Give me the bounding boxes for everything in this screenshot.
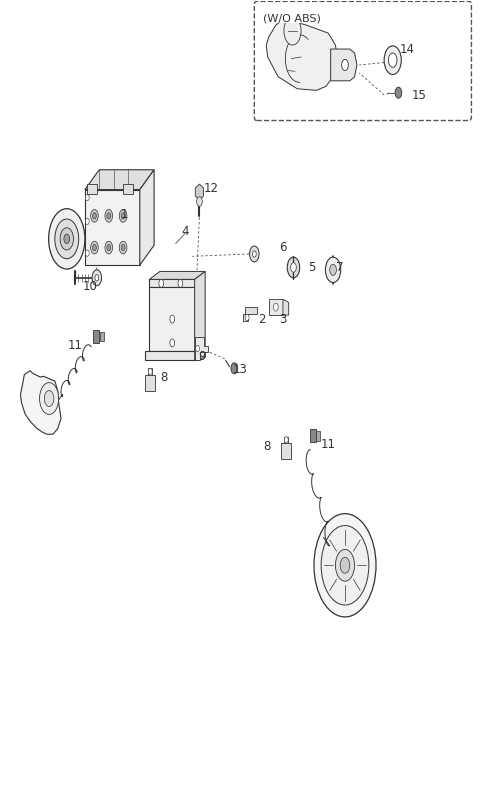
Bar [100,332,104,341]
Circle shape [284,437,288,443]
Polygon shape [195,184,204,200]
Circle shape [284,17,301,45]
Circle shape [95,275,99,281]
Circle shape [336,549,355,581]
Polygon shape [266,22,338,90]
Text: 9: 9 [198,350,205,363]
Bar [85,190,140,265]
Circle shape [245,314,249,320]
Circle shape [107,245,111,251]
Polygon shape [140,170,154,265]
Circle shape [314,513,376,617]
Circle shape [85,218,89,225]
Circle shape [91,210,98,222]
Circle shape [388,53,397,67]
Text: 12: 12 [204,182,219,194]
Text: 8: 8 [264,440,271,453]
Text: 11: 11 [68,339,83,351]
Circle shape [290,263,296,273]
Bar [149,280,195,287]
Circle shape [330,265,336,276]
Bar [269,299,283,315]
Bar [144,375,155,391]
Circle shape [178,280,183,287]
Bar [87,184,97,194]
Circle shape [325,257,341,283]
Circle shape [121,213,125,219]
Text: 1: 1 [120,208,128,221]
Text: 11: 11 [321,438,336,451]
Circle shape [231,363,238,374]
Bar [94,330,99,343]
Text: 14: 14 [399,42,415,56]
Text: 6: 6 [279,241,287,254]
Circle shape [85,250,89,257]
Bar [281,443,291,459]
Circle shape [321,525,369,605]
Text: 2: 2 [258,312,265,326]
Circle shape [44,391,54,406]
Circle shape [64,234,70,244]
Circle shape [93,245,96,251]
Circle shape [105,241,113,254]
Circle shape [395,87,402,98]
Circle shape [119,241,127,254]
Circle shape [91,241,98,254]
Bar [310,430,316,442]
Polygon shape [195,336,208,360]
Circle shape [60,228,73,250]
Bar [149,287,195,351]
Polygon shape [283,299,288,315]
Circle shape [197,197,202,206]
Circle shape [252,251,256,257]
Polygon shape [195,272,205,360]
Circle shape [274,303,278,311]
Circle shape [39,383,59,414]
Polygon shape [21,371,61,434]
Text: (W/O ABS): (W/O ABS) [263,14,321,23]
Text: 5: 5 [308,261,315,274]
Circle shape [48,209,85,269]
Bar [245,307,257,313]
Text: 4: 4 [181,226,189,238]
Circle shape [170,315,175,323]
Bar [144,351,199,360]
Circle shape [170,339,175,347]
Text: 10: 10 [82,280,97,293]
Text: 7: 7 [336,261,344,274]
Polygon shape [331,49,357,80]
Circle shape [119,210,127,222]
Text: 15: 15 [412,88,427,101]
Bar [243,313,248,321]
Bar [316,431,320,441]
Circle shape [159,280,164,287]
Circle shape [85,194,89,201]
Circle shape [196,345,199,351]
Text: 8: 8 [160,371,168,383]
Circle shape [93,213,96,219]
Text: 3: 3 [279,312,287,326]
Circle shape [287,257,300,278]
Circle shape [384,46,401,74]
FancyBboxPatch shape [254,2,471,120]
Circle shape [121,245,125,251]
Polygon shape [85,170,154,190]
Polygon shape [149,272,205,280]
Text: 13: 13 [233,363,247,376]
Circle shape [105,210,113,222]
Circle shape [107,213,111,219]
Bar [123,184,132,194]
Circle shape [148,368,152,375]
Circle shape [250,246,259,262]
Circle shape [55,219,79,259]
Circle shape [342,59,348,70]
Circle shape [92,270,102,285]
Circle shape [340,557,350,573]
